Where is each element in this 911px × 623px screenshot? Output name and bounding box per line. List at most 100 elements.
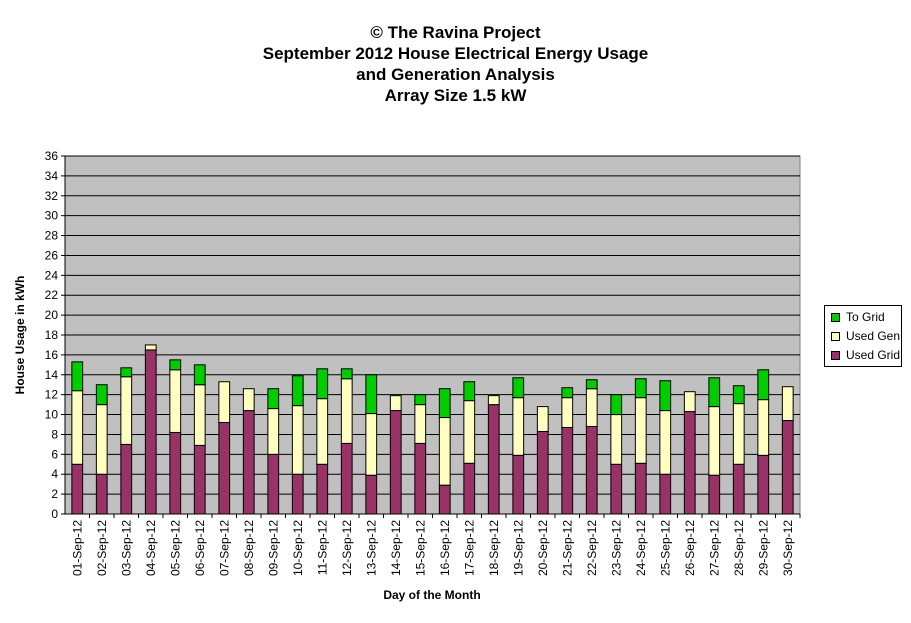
- bar-segment-used-grid: [634, 462, 647, 515]
- bar-segment-used-gen: [634, 397, 647, 464]
- x-tick-label: 28-Sep-12: [732, 520, 746, 576]
- bar-segment-used-grid: [120, 443, 133, 515]
- title-line: © The Ravina Project: [370, 23, 541, 42]
- x-tick-label: 18-Sep-12: [487, 520, 501, 576]
- y-tick-label: 14: [45, 368, 59, 382]
- bar-segment-used-gen: [414, 404, 427, 444]
- x-tick-label: 27-Sep-12: [707, 520, 721, 576]
- bar-segment-used-grid: [732, 463, 745, 515]
- x-tick-label: 23-Sep-12: [609, 520, 623, 576]
- bar-segment-to-grid: [561, 387, 574, 399]
- y-tick-label: 26: [45, 248, 59, 262]
- bar-segment-to-grid: [757, 369, 770, 401]
- bar-segment-used-gen: [757, 399, 770, 456]
- x-tick-label: 04-Sep-12: [144, 520, 158, 576]
- bar-segment-used-grid: [316, 463, 329, 515]
- bar-segment-to-grid: [291, 375, 304, 407]
- bar-segment-to-grid: [438, 388, 451, 419]
- bar-segment-used-gen: [610, 414, 623, 465]
- bar-segment-used-grid: [193, 444, 206, 515]
- bar-segment-used-gen: [218, 381, 231, 424]
- legend-label: To Grid: [846, 310, 885, 324]
- bar-segment-used-gen: [561, 397, 574, 428]
- bar-segment-used-gen: [536, 406, 549, 432]
- chart-title: © The Ravina Project September 2012 Hous…: [0, 22, 911, 106]
- bar-segment-used-gen: [389, 395, 402, 412]
- bar-segment-used-gen: [144, 344, 157, 351]
- bar-segment-used-gen: [781, 386, 794, 422]
- x-tick-label: 15-Sep-12: [413, 520, 427, 576]
- bar-segment-used-gen: [316, 398, 329, 465]
- x-tick-label: 19-Sep-12: [511, 520, 525, 576]
- bar-segment-to-grid: [659, 380, 672, 412]
- y-tick-label: 6: [51, 447, 58, 461]
- x-tick-labels: 01-Sep-12 02-Sep-12 03-Sep-12 04-Sep-12 05-S…: [70, 520, 795, 576]
- bar-segment-to-grid: [634, 378, 647, 399]
- bar-segment-used-grid: [169, 431, 182, 515]
- x-tick-label: 09-Sep-12: [266, 520, 280, 576]
- bar-segment-to-grid: [585, 379, 598, 390]
- bar-segment-to-grid: [610, 394, 623, 416]
- bar-segment-to-grid: [365, 374, 378, 415]
- bars: [71, 344, 794, 515]
- bar-segment-used-gen: [291, 405, 304, 475]
- bar-segment-used-grid: [536, 430, 549, 515]
- bar-segment-to-grid: [708, 377, 721, 408]
- x-tick-label: 29-Sep-12: [756, 520, 770, 576]
- bar-segment-used-gen: [708, 406, 721, 476]
- title-line: and Generation Analysis: [356, 65, 555, 84]
- bar-segment-used-grid: [463, 462, 476, 515]
- bar-segment-to-grid: [95, 384, 108, 406]
- title-line: September 2012 House Electrical Energy U…: [262, 44, 649, 63]
- y-tick-label: 20: [45, 308, 59, 322]
- bar-segment-used-grid: [389, 410, 402, 515]
- x-tick-label: 05-Sep-12: [168, 520, 182, 576]
- bar-segment-used-grid: [95, 473, 108, 515]
- bar-segment-to-grid: [732, 385, 745, 405]
- bar-segment-used-gen: [732, 403, 745, 465]
- bar-segment-used-gen: [512, 397, 525, 456]
- x-tick-label: 30-Sep-12: [781, 520, 795, 576]
- y-tick-label: 16: [45, 348, 59, 362]
- x-tick-label: 06-Sep-12: [193, 520, 207, 576]
- y-tick-label: 10: [45, 408, 59, 422]
- bar-segment-used-gen: [193, 384, 206, 446]
- legend-item-to-grid: To Grid: [831, 310, 885, 324]
- bar-segment-used-grid: [487, 404, 500, 515]
- bar-segment-to-grid: [463, 381, 476, 402]
- bar-segment-used-grid: [610, 463, 623, 515]
- legend-label: Used Gen: [846, 329, 901, 343]
- bar-segment-used-gen: [683, 391, 696, 413]
- bar-segment-to-grid: [316, 368, 329, 400]
- bar-segment-used-grid: [757, 454, 770, 515]
- x-tick-label: 25-Sep-12: [658, 520, 672, 576]
- x-tick-label: 20-Sep-12: [536, 520, 550, 576]
- axes: [61, 155, 801, 518]
- x-tick-label: 07-Sep-12: [217, 520, 231, 576]
- bar-segment-used-grid: [585, 425, 598, 515]
- bar-segment-to-grid: [71, 361, 84, 392]
- x-axis-label: Day of the Month: [383, 588, 481, 602]
- bar-segment-used-gen: [340, 378, 353, 444]
- bar-segment-used-gen: [487, 395, 500, 406]
- bar-segment-used-grid: [144, 349, 157, 515]
- y-tick-label: 22: [45, 288, 59, 302]
- x-tick-label: 21-Sep-12: [560, 520, 574, 576]
- x-tick-label: 08-Sep-12: [242, 520, 256, 576]
- bar-segment-used-gen: [169, 369, 182, 433]
- x-tick-label: 12-Sep-12: [340, 520, 354, 576]
- y-tick-label: 28: [45, 229, 59, 243]
- bar-segment-to-grid: [340, 368, 353, 380]
- bar-segment-used-grid: [438, 484, 451, 515]
- y-tick-label: 2: [51, 487, 58, 501]
- bar-segment-used-grid: [414, 442, 427, 515]
- bar-segment-used-gen: [659, 410, 672, 475]
- bar-segment-used-grid: [512, 454, 525, 515]
- y-axis-label: House Usage in kWh: [13, 275, 27, 395]
- bar-segment-used-gen: [95, 404, 108, 475]
- grid-lines: [65, 155, 800, 495]
- y-tick-label: 34: [45, 169, 59, 183]
- title-line: Array Size 1.5 kW: [384, 86, 527, 105]
- x-tick-label: 14-Sep-12: [389, 520, 403, 576]
